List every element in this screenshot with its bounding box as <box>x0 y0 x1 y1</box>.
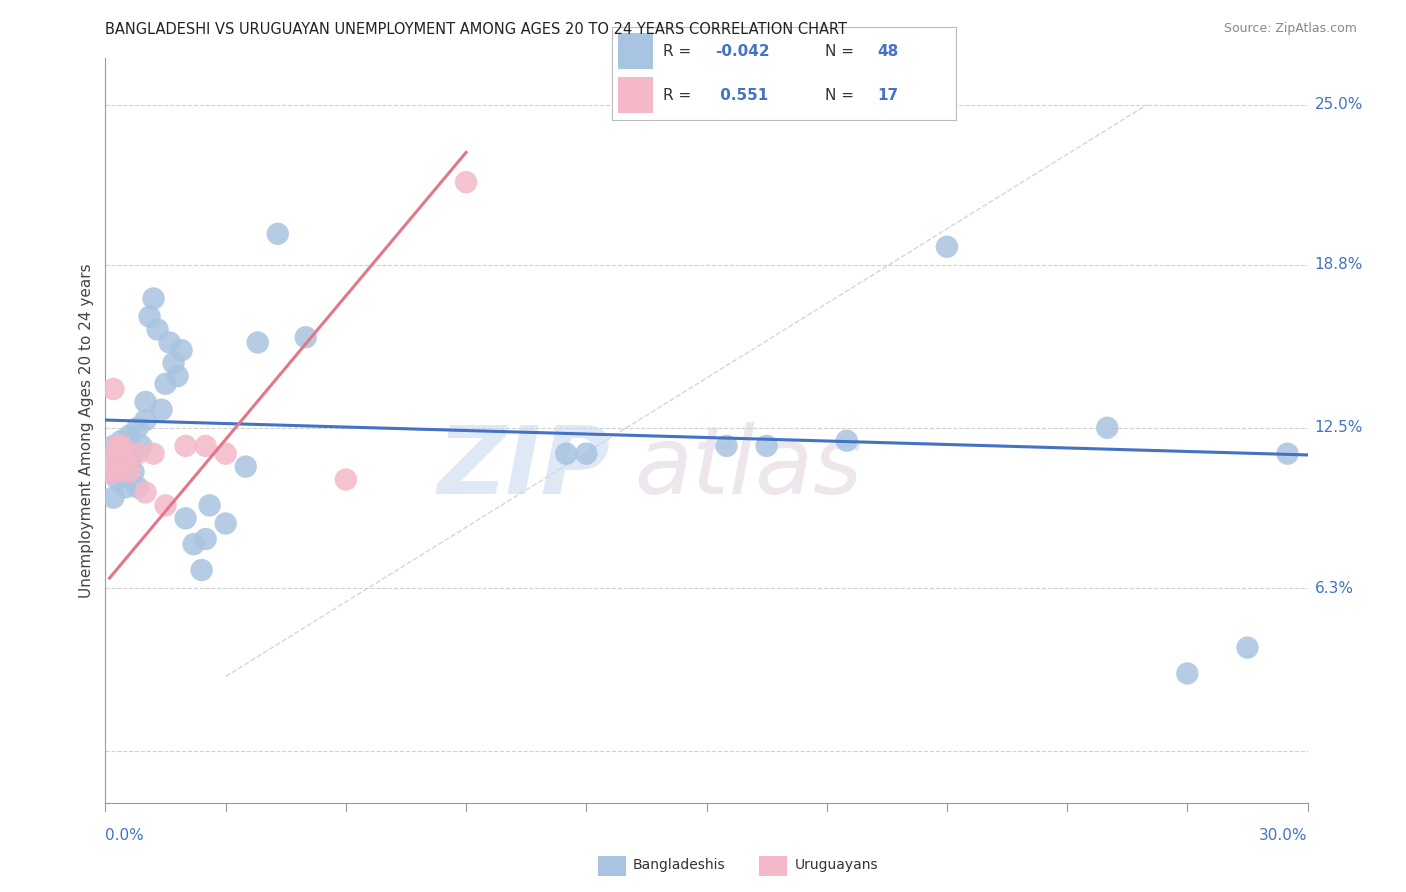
Text: R =: R = <box>664 44 696 59</box>
Point <box>103 382 125 396</box>
Point <box>114 439 136 453</box>
Point <box>214 516 236 531</box>
Point <box>98 451 121 466</box>
Point <box>135 413 157 427</box>
Text: 30.0%: 30.0% <box>1260 828 1308 843</box>
Point <box>118 465 141 479</box>
Point <box>162 356 184 370</box>
Text: -0.042: -0.042 <box>716 44 769 59</box>
FancyBboxPatch shape <box>619 78 652 113</box>
Point <box>118 428 141 442</box>
Point <box>190 563 212 577</box>
Text: ZIP: ZIP <box>437 422 610 514</box>
Text: N =: N = <box>825 87 859 103</box>
FancyBboxPatch shape <box>619 33 652 69</box>
Text: 0.551: 0.551 <box>716 87 768 103</box>
Point <box>103 439 125 453</box>
Point <box>170 343 193 358</box>
Text: R =: R = <box>664 87 696 103</box>
Point <box>194 532 217 546</box>
Point <box>1236 640 1258 655</box>
Point <box>267 227 290 241</box>
Point <box>166 369 188 384</box>
Point <box>159 335 181 350</box>
Point <box>122 447 145 461</box>
Text: N =: N = <box>825 44 859 59</box>
Point <box>755 439 778 453</box>
Point <box>155 499 177 513</box>
Text: 0.0%: 0.0% <box>105 828 145 843</box>
Point <box>235 459 257 474</box>
Point <box>98 465 121 479</box>
Y-axis label: Unemployment Among Ages 20 to 24 years: Unemployment Among Ages 20 to 24 years <box>79 263 94 598</box>
Point <box>107 473 129 487</box>
Point <box>555 447 578 461</box>
Point <box>110 434 132 448</box>
Point <box>142 292 165 306</box>
Point <box>936 240 959 254</box>
Point <box>135 395 157 409</box>
Text: 12.5%: 12.5% <box>1315 420 1362 435</box>
Text: atlas: atlas <box>634 422 863 513</box>
Point <box>335 473 357 487</box>
Point <box>214 447 236 461</box>
Point <box>98 451 121 466</box>
Point <box>142 447 165 461</box>
Point <box>110 439 132 453</box>
Point <box>127 480 149 494</box>
Point <box>295 330 318 344</box>
Point <box>107 465 129 479</box>
Point <box>127 421 149 435</box>
Point <box>194 439 217 453</box>
Text: Source: ZipAtlas.com: Source: ZipAtlas.com <box>1223 22 1357 36</box>
Point <box>118 454 141 468</box>
Point <box>575 447 598 461</box>
Point <box>174 439 197 453</box>
Point <box>103 491 125 505</box>
Point <box>835 434 858 448</box>
Point <box>155 376 177 391</box>
Point <box>150 402 173 417</box>
Point <box>127 447 149 461</box>
Point <box>183 537 205 551</box>
Text: 48: 48 <box>877 44 898 59</box>
Point <box>1177 666 1199 681</box>
Point <box>146 322 169 336</box>
Point <box>246 335 269 350</box>
Point <box>122 465 145 479</box>
Text: BANGLADESHI VS URUGUAYAN UNEMPLOYMENT AMONG AGES 20 TO 24 YEARS CORRELATION CHAR: BANGLADESHI VS URUGUAYAN UNEMPLOYMENT AM… <box>105 22 848 37</box>
Point <box>716 439 738 453</box>
Text: Uruguayans: Uruguayans <box>794 858 877 872</box>
Text: 17: 17 <box>877 87 898 103</box>
Point <box>138 310 160 324</box>
Text: Bangladeshis: Bangladeshis <box>633 858 725 872</box>
Point <box>1277 447 1299 461</box>
Point <box>1097 421 1119 435</box>
Text: 25.0%: 25.0% <box>1315 97 1362 112</box>
Point <box>107 447 129 461</box>
Point <box>135 485 157 500</box>
Point <box>174 511 197 525</box>
Point <box>198 499 221 513</box>
Text: 6.3%: 6.3% <box>1315 581 1354 596</box>
Point <box>107 439 129 453</box>
Point <box>110 465 132 479</box>
Point <box>114 454 136 468</box>
Point <box>131 439 153 453</box>
Point <box>98 465 121 479</box>
Point <box>114 480 136 494</box>
Point <box>454 175 477 189</box>
Text: 18.8%: 18.8% <box>1315 258 1362 272</box>
